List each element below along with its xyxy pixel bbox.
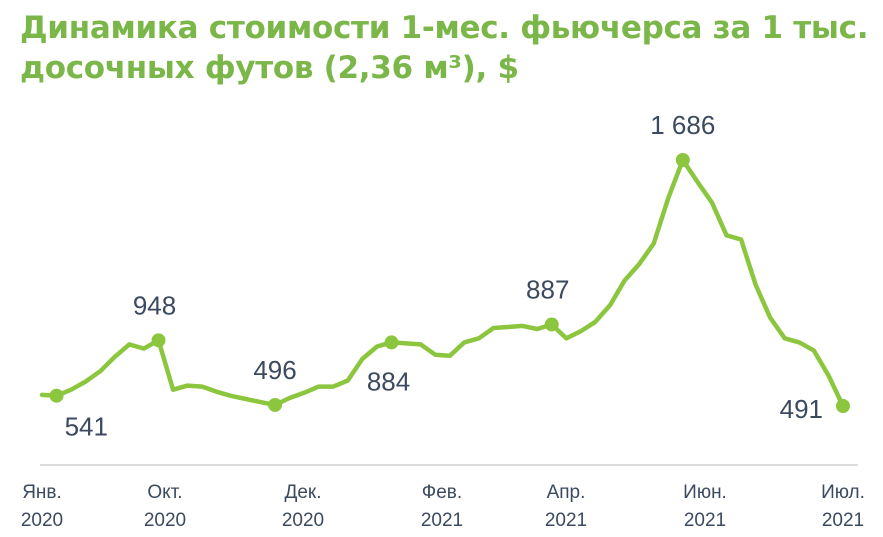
data-label: 496 [253,355,296,385]
chart-title-line1: Динамика стоимости 1-мес. фьючерса за 1 … [20,10,869,46]
data-point-marker [268,397,283,412]
data-label: 887 [526,274,569,304]
x-tick-label-year: 2021 [545,510,587,531]
x-tick-label-year: 2021 [822,510,864,531]
data-point-marker [151,333,166,348]
x-tick-label-month: Янв. [22,482,62,503]
x-tick-label-month: Апр. [547,482,586,503]
data-label: 1 686 [650,110,715,140]
chart-title: Динамика стоимости 1-мес. фьючерса за 1 … [20,8,870,88]
data-label: 541 [65,412,108,442]
chart-title-line2: досочных футов (2,36 м³), $ [20,50,519,86]
data-point-marker [49,388,64,403]
x-tick-label-month: Июл. [821,482,865,503]
x-tick-layer: Янв. 2020 Окт. 2020 Дек. 2020 Фев. 2021 Апр. 2021… [21,482,865,531]
x-tick-label-month: Дек. [284,482,321,503]
x-tick-label-year: 2021 [684,510,726,531]
data-label: 948 [133,290,176,320]
x-tick-label-year: 2021 [421,510,463,531]
x-tick-label-year: 2020 [21,510,63,531]
marker-layer [49,153,850,413]
series-line-layer [39,157,846,409]
data-point-marker [675,153,690,167]
x-tick-label-month: Фев. [422,482,462,503]
data-point-marker [384,335,399,350]
x-tick-label-year: 2020 [282,510,324,531]
x-tick-label-month: Июн. [683,482,727,503]
data-label-layer: 541 948 496 884 887 1 686 491 [65,110,823,442]
data-label: 491 [780,394,823,424]
x-tick-label-month: Окт. [147,482,182,503]
x-tick-label-year: 2020 [144,510,186,531]
data-point-marker [544,317,559,332]
data-label: 884 [367,366,410,396]
data-point-marker [836,399,850,413]
series-line [39,157,846,409]
